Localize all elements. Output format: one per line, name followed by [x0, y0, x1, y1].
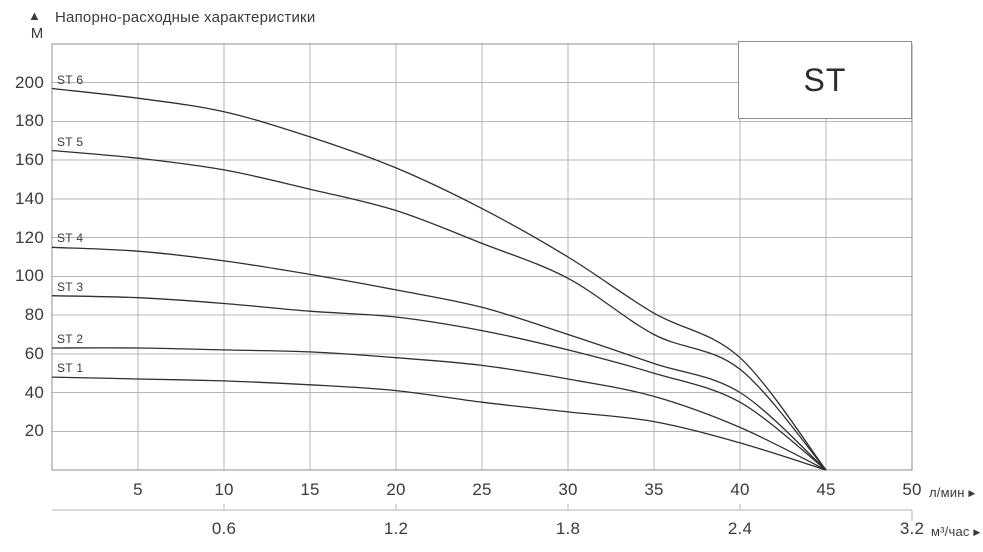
plot-border — [51, 43, 913, 471]
series-family-badge: ST — [738, 41, 912, 119]
x-axis-primary-unit: л/мин ▶ — [929, 485, 976, 500]
pump-curve-st3 — [51, 295, 827, 471]
right-arrow-icon: ▶ — [968, 488, 976, 498]
pump-curve-st5 — [51, 149, 827, 471]
pump-curve-st6 — [51, 87, 827, 471]
y-axis-arrow-icon: ▲ — [28, 8, 41, 23]
pump-curve-st1 — [51, 376, 827, 471]
series-family-label: ST — [803, 61, 847, 98]
chart-title: Напорно-расходные характеристики — [55, 9, 316, 26]
pump-curve-st2 — [51, 347, 827, 471]
right-arrow-icon: ▶ — [973, 527, 981, 537]
y-axis-unit-label: М — [30, 25, 44, 42]
x-axis-secondary-unit: м³/час ▶ — [931, 524, 981, 539]
pump-curve-st4 — [51, 246, 827, 471]
